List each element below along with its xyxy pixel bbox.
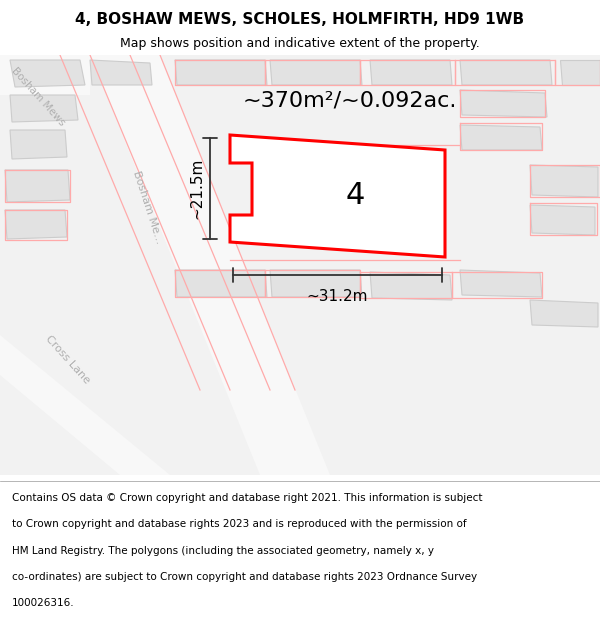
Polygon shape bbox=[10, 95, 78, 122]
Polygon shape bbox=[10, 60, 85, 87]
Polygon shape bbox=[10, 130, 67, 159]
Polygon shape bbox=[370, 60, 452, 85]
Polygon shape bbox=[270, 60, 362, 85]
Polygon shape bbox=[270, 270, 362, 297]
Text: to Crown copyright and database rights 2023 and is reproduced with the permissio: to Crown copyright and database rights 2… bbox=[12, 519, 467, 529]
Text: co-ordinates) are subject to Crown copyright and database rights 2023 Ordnance S: co-ordinates) are subject to Crown copyr… bbox=[12, 572, 477, 582]
Polygon shape bbox=[230, 135, 445, 257]
Text: ~370m²/~0.092ac.: ~370m²/~0.092ac. bbox=[243, 90, 457, 110]
Text: 100026316.: 100026316. bbox=[12, 598, 74, 608]
Polygon shape bbox=[0, 335, 170, 475]
Text: Bosham Mews: Bosham Mews bbox=[10, 66, 67, 128]
Text: 4: 4 bbox=[346, 181, 365, 209]
Polygon shape bbox=[175, 270, 267, 297]
Polygon shape bbox=[560, 60, 600, 85]
Polygon shape bbox=[530, 165, 598, 197]
Text: Cross Lane: Cross Lane bbox=[44, 334, 92, 386]
Polygon shape bbox=[90, 60, 152, 85]
Polygon shape bbox=[530, 205, 595, 235]
Polygon shape bbox=[5, 210, 67, 239]
Polygon shape bbox=[530, 300, 598, 327]
Polygon shape bbox=[175, 60, 267, 85]
Polygon shape bbox=[370, 272, 452, 300]
Text: ~21.5m: ~21.5m bbox=[189, 158, 204, 219]
Polygon shape bbox=[460, 125, 542, 150]
Text: ~31.2m: ~31.2m bbox=[307, 289, 368, 304]
Text: Contains OS data © Crown copyright and database right 2021. This information is : Contains OS data © Crown copyright and d… bbox=[12, 493, 482, 503]
Polygon shape bbox=[460, 60, 552, 85]
Polygon shape bbox=[5, 170, 70, 202]
Polygon shape bbox=[90, 55, 330, 475]
Text: Map shows position and indicative extent of the property.: Map shows position and indicative extent… bbox=[120, 38, 480, 51]
Text: HM Land Registry. The polygons (including the associated geometry, namely x, y: HM Land Registry. The polygons (includin… bbox=[12, 546, 434, 556]
Text: Bosham Me…: Bosham Me… bbox=[131, 169, 164, 245]
Text: 4, BOSHAW MEWS, SCHOLES, HOLMFIRTH, HD9 1WB: 4, BOSHAW MEWS, SCHOLES, HOLMFIRTH, HD9 … bbox=[76, 12, 524, 27]
Polygon shape bbox=[460, 90, 547, 117]
Polygon shape bbox=[0, 55, 90, 95]
Polygon shape bbox=[460, 270, 542, 297]
